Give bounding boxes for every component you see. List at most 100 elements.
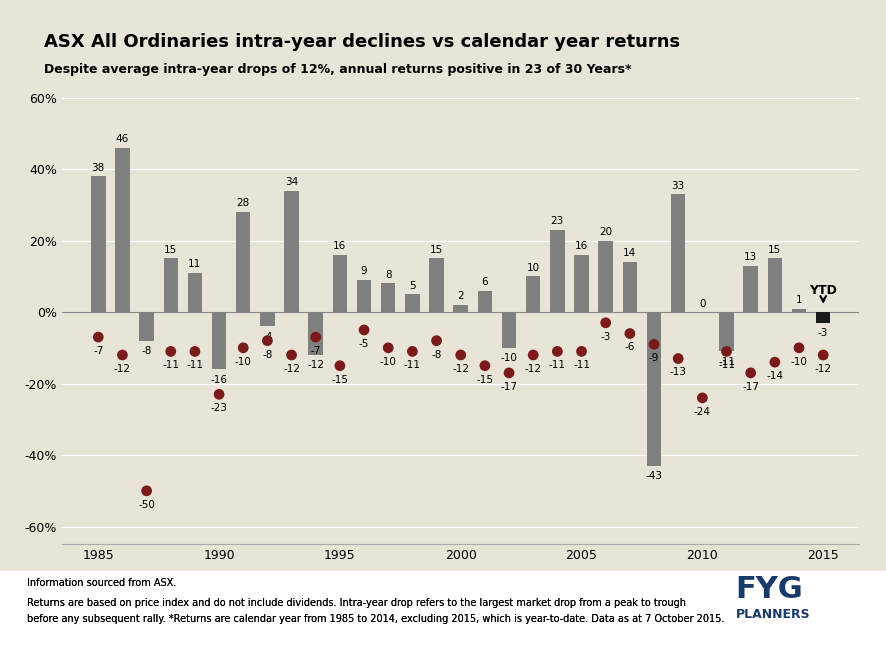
Text: ASX All Ordinaries intra-year declines vs calendar year returns: ASX All Ordinaries intra-year declines v… (44, 33, 680, 51)
Text: -3: -3 (818, 328, 828, 338)
Bar (405, 294, 420, 312)
Text: 15: 15 (768, 245, 781, 255)
Text: -11: -11 (404, 361, 421, 371)
Text: 5: 5 (409, 281, 416, 291)
Text: 0: 0 (699, 299, 705, 309)
Point (599, 317, 613, 328)
Text: -12: -12 (452, 364, 470, 374)
Text: 6: 6 (482, 277, 488, 287)
Bar (381, 284, 395, 312)
Text: 15: 15 (430, 245, 443, 255)
Bar (430, 258, 444, 312)
Text: -12: -12 (814, 364, 832, 374)
Bar (284, 191, 299, 312)
Point (381, 343, 395, 353)
Text: -15: -15 (331, 374, 348, 384)
Text: Returns are based on price index and do not include dividends. Intra-year drop r: Returns are based on price index and do … (27, 598, 686, 608)
Point (237, 343, 251, 353)
Bar (478, 291, 492, 312)
Bar (164, 258, 178, 312)
Point (502, 368, 517, 378)
Point (357, 325, 371, 335)
Point (188, 346, 202, 357)
Bar (816, 312, 830, 323)
Bar (719, 312, 734, 351)
Text: -24: -24 (694, 407, 711, 417)
Point (139, 485, 153, 496)
Text: 11: 11 (189, 259, 201, 269)
Text: 33: 33 (672, 181, 685, 191)
Point (478, 361, 492, 371)
Text: 9: 9 (361, 266, 368, 276)
Bar (623, 262, 637, 312)
Text: 13: 13 (744, 252, 758, 262)
Bar (574, 255, 589, 312)
Point (647, 339, 661, 349)
Point (164, 346, 178, 357)
Bar (454, 305, 468, 312)
Text: -9: -9 (649, 353, 659, 363)
Text: -8: -8 (262, 350, 273, 360)
Point (792, 343, 806, 353)
Text: -16: -16 (211, 374, 228, 384)
Bar (188, 273, 202, 312)
Bar (598, 240, 613, 312)
Bar (647, 312, 661, 466)
Bar (139, 312, 154, 341)
Point (623, 328, 637, 339)
Bar (260, 312, 275, 327)
Text: -10: -10 (380, 357, 397, 367)
Point (719, 346, 734, 357)
Text: 34: 34 (285, 177, 299, 187)
Point (550, 346, 564, 357)
Point (333, 361, 347, 371)
Text: 8: 8 (385, 270, 392, 280)
Bar (526, 276, 540, 312)
Bar (212, 312, 226, 369)
Point (574, 346, 588, 357)
Bar (792, 309, 806, 312)
Text: Despite average intra-year drops of 12%, annual returns positive in 23 of 30 Yea: Despite average intra-year drops of 12%,… (44, 63, 632, 76)
Text: -6: -6 (625, 343, 635, 353)
Point (696, 392, 710, 403)
Bar (236, 212, 251, 312)
Bar (357, 280, 371, 312)
Point (816, 350, 830, 361)
Text: -4: -4 (262, 332, 273, 342)
Text: Information sourced from ASX.: Information sourced from ASX. (27, 578, 175, 588)
Text: -3: -3 (601, 332, 610, 342)
Text: 23: 23 (551, 216, 564, 226)
Text: before any subsequent rally. *Returns are calendar year from 1985 to 2014, exclu: before any subsequent rally. *Returns ar… (27, 614, 724, 624)
Text: -11: -11 (718, 361, 735, 371)
Text: 14: 14 (623, 248, 636, 258)
Text: 10: 10 (526, 263, 540, 273)
Point (91, 332, 105, 343)
Bar (91, 176, 105, 312)
Point (526, 350, 540, 361)
Text: -8: -8 (431, 350, 442, 360)
Text: PLANNERS: PLANNERS (735, 608, 810, 621)
Text: -12: -12 (525, 364, 541, 374)
Text: 16: 16 (575, 241, 588, 251)
Text: -11: -11 (573, 361, 590, 371)
Point (743, 368, 758, 378)
Bar (501, 312, 517, 348)
Text: -7: -7 (311, 346, 321, 356)
Text: -11: -11 (718, 357, 735, 367)
Text: -50: -50 (138, 500, 155, 510)
Text: 46: 46 (116, 134, 129, 144)
Point (115, 350, 129, 361)
Point (405, 346, 419, 357)
Text: -10: -10 (790, 357, 807, 367)
Text: -17: -17 (501, 382, 517, 392)
Text: -14: -14 (766, 371, 783, 381)
Point (212, 389, 226, 400)
Text: -10: -10 (501, 353, 517, 363)
Text: 2: 2 (457, 291, 464, 301)
Text: -13: -13 (670, 367, 687, 378)
Bar (332, 255, 347, 312)
Text: -7: -7 (93, 346, 104, 356)
Text: -43: -43 (646, 471, 663, 481)
Text: 20: 20 (599, 227, 612, 237)
Text: -11: -11 (162, 361, 179, 371)
